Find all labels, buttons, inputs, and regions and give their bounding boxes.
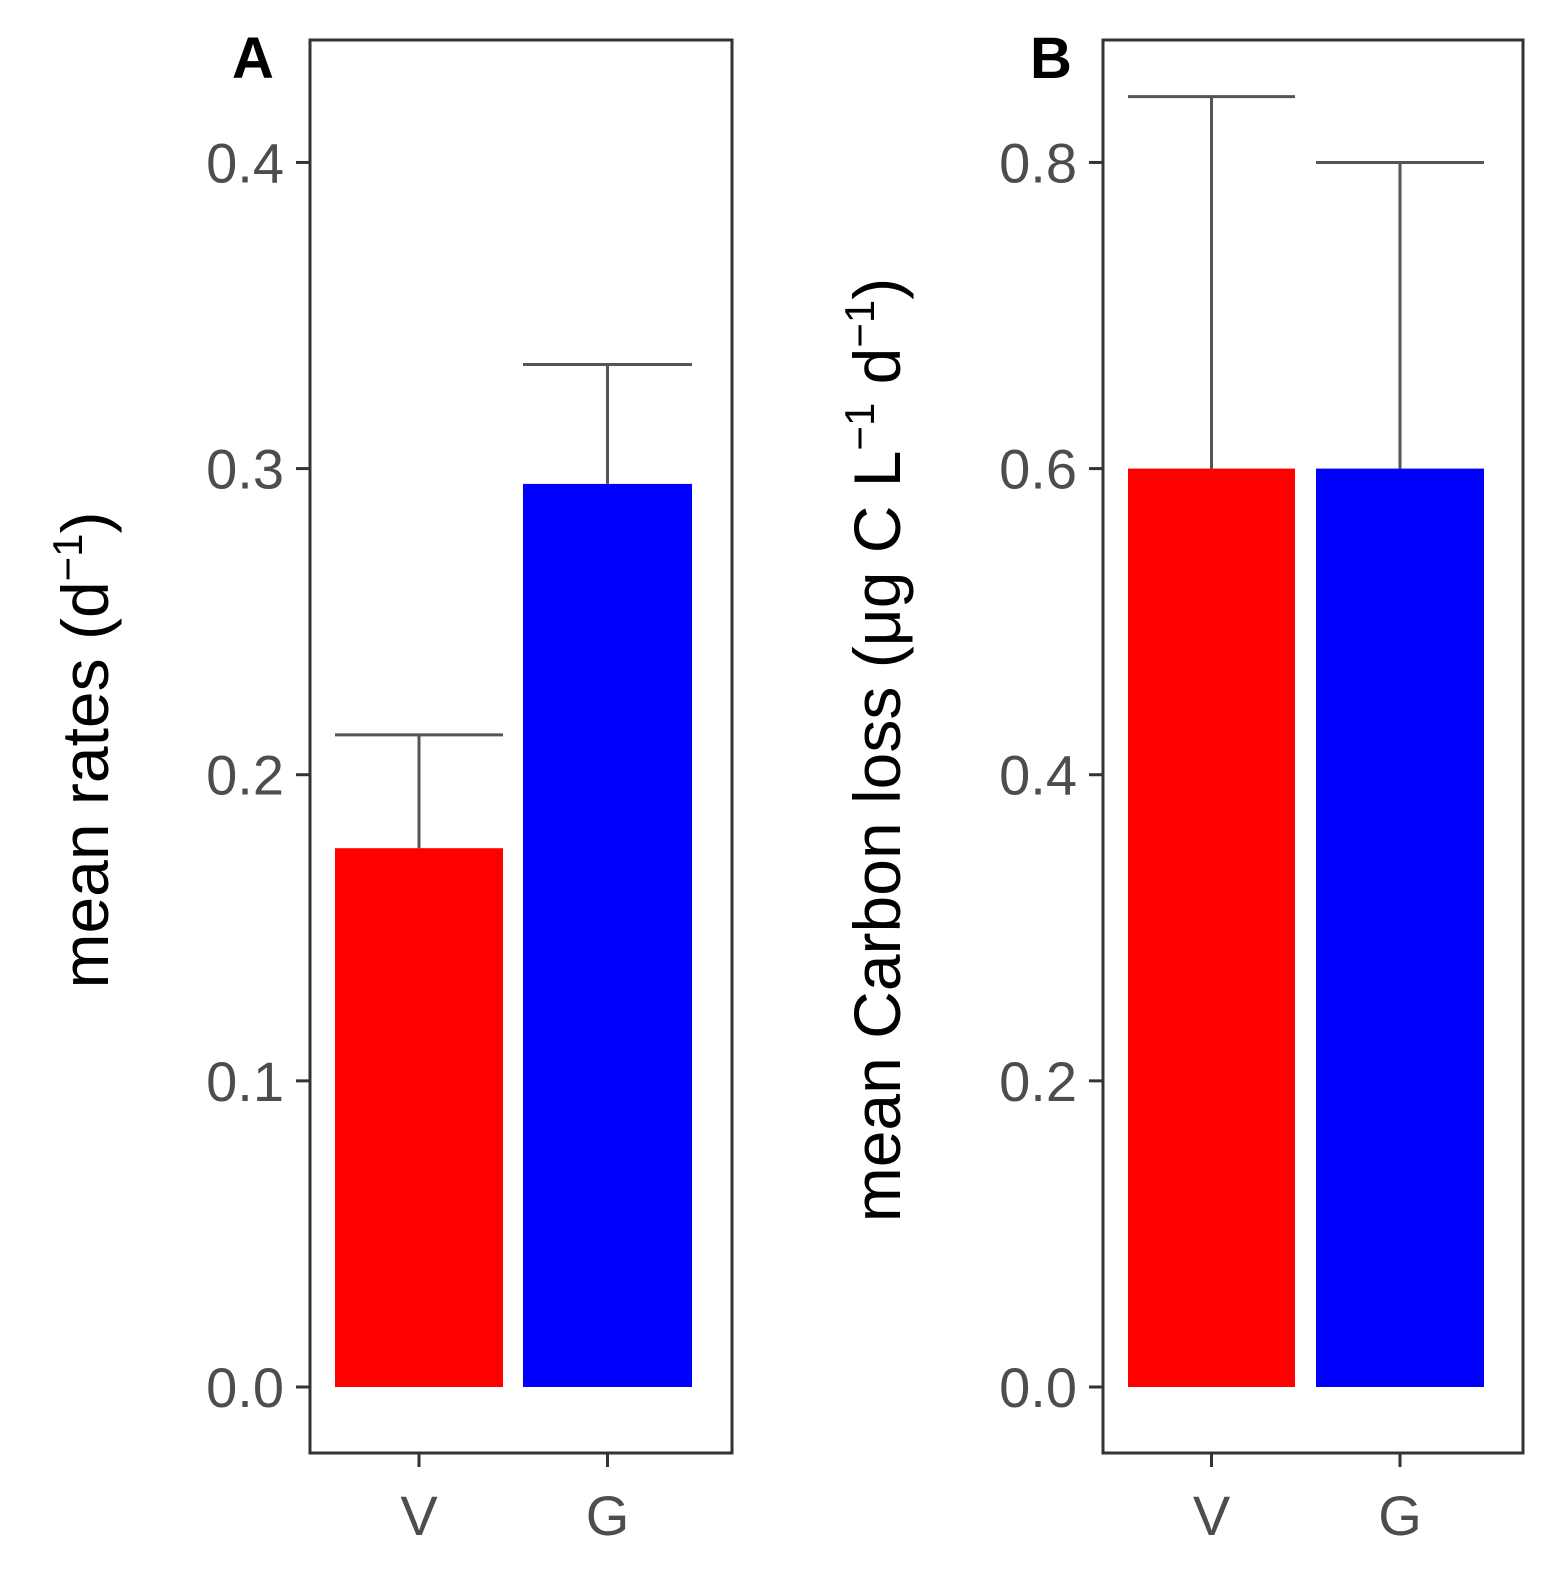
y-tick-label: 0.1 xyxy=(206,1050,284,1113)
y-tick-label: 0.0 xyxy=(206,1356,284,1419)
y-tick-label: 0.0 xyxy=(999,1356,1077,1419)
y-tick-label: 0.6 xyxy=(999,438,1077,501)
panel-a: A mean rates (d−1) 0.0 0.1 0.2 0.3 0.4 V G xyxy=(44,26,734,1547)
bar-g xyxy=(523,483,692,1388)
bar-g xyxy=(1316,468,1484,1387)
bar-v xyxy=(1128,468,1295,1387)
x-category-label: V xyxy=(400,1484,438,1547)
panel-b: B mean Carbon loss (μg C L−1 d−1) 0.0 0.2… xyxy=(836,26,1525,1547)
x-category-label: V xyxy=(1193,1484,1231,1547)
bar-v xyxy=(335,848,503,1387)
x-category-label: G xyxy=(1378,1484,1422,1547)
y-tick-label: 0.3 xyxy=(206,438,284,501)
panel-b-y-axis-title: mean Carbon loss (μg C L−1 d−1) xyxy=(836,278,914,1223)
y-tick-label: 0.4 xyxy=(999,744,1077,807)
y-tick-label: 0.8 xyxy=(999,131,1077,194)
y-tick-label: 0.2 xyxy=(999,1050,1077,1113)
panel-a-frame xyxy=(308,38,734,1455)
panel-a-label: A xyxy=(232,26,274,91)
panel-b-label: B xyxy=(1030,26,1072,91)
x-category-label: G xyxy=(586,1484,630,1547)
y-tick-label: 0.4 xyxy=(206,131,284,194)
panel-b-frame xyxy=(1101,38,1525,1455)
y-tick-label: 0.2 xyxy=(206,744,284,807)
panel-a-y-axis-title: mean rates (d−1) xyxy=(44,511,122,988)
